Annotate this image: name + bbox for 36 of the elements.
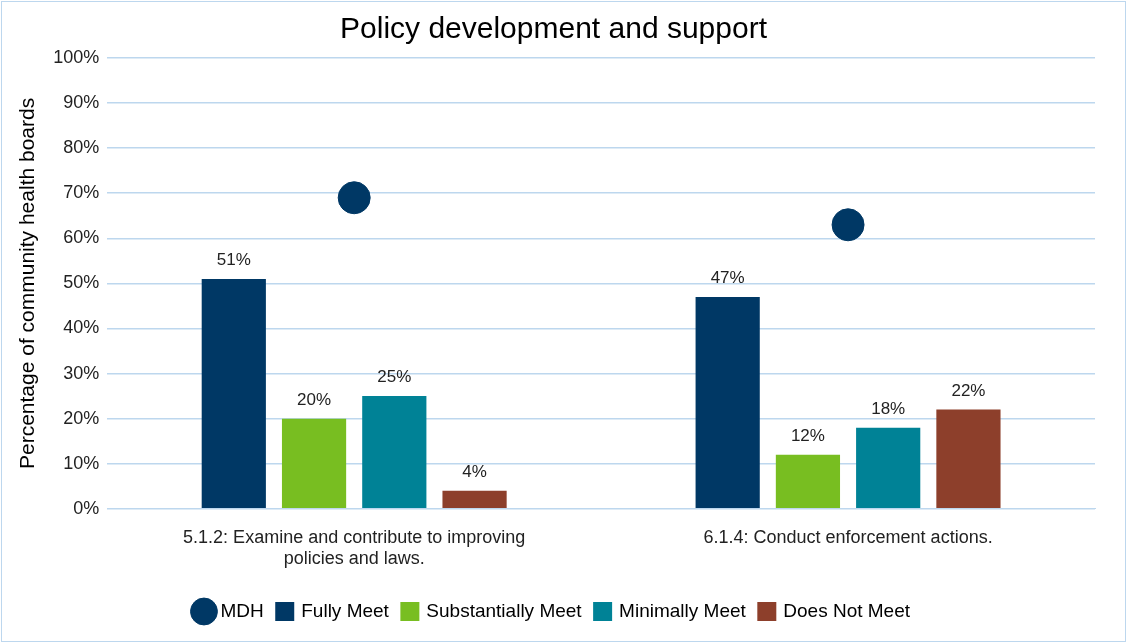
data-label: 4% [462,461,487,481]
bar [775,454,841,509]
y-tick-label: 100% [53,46,100,67]
data-label: 25% [377,367,412,387]
x-tick-label: 5.1.2: Examine and contribute to improving policies and laws. [183,526,526,569]
bar [695,296,760,509]
legend-label: Fully Meet [301,599,390,621]
data-label: 47% [710,268,745,288]
legend-label: MDH [220,599,264,621]
chart-title: Policy development and support [340,11,768,45]
data-label: 12% [790,425,825,445]
bar [936,409,1001,509]
y-tick-label: 30% [63,362,100,383]
legend-label: Does Not Meet [783,599,911,621]
y-tick-label: 20% [63,407,100,428]
bar [201,278,266,509]
y-tick-label: 50% [63,272,100,293]
bar [362,396,427,509]
legend-label: Substantially Meet [426,599,583,621]
y-tick-label: 60% [63,227,100,248]
y-tick-label: 80% [63,137,100,158]
bar [281,418,347,509]
data-label: 18% [871,398,906,418]
y-tick-label: 90% [63,92,100,113]
legend-label: Minimally Meet [619,599,747,621]
y-axis-title: Percentage of community health boards [15,97,39,470]
data-label: 20% [297,389,332,409]
y-tick-label: 0% [73,497,100,518]
data-label: 22% [951,380,986,400]
x-tick-label: 6.1.4: Conduct enforcement actions. [703,526,993,547]
y-tick-label: 70% [63,182,100,203]
y-tick-label: 40% [63,317,100,338]
bar [856,427,921,509]
bar [442,490,507,509]
y-tick-label: 10% [63,452,100,473]
data-label: 51% [216,250,251,270]
